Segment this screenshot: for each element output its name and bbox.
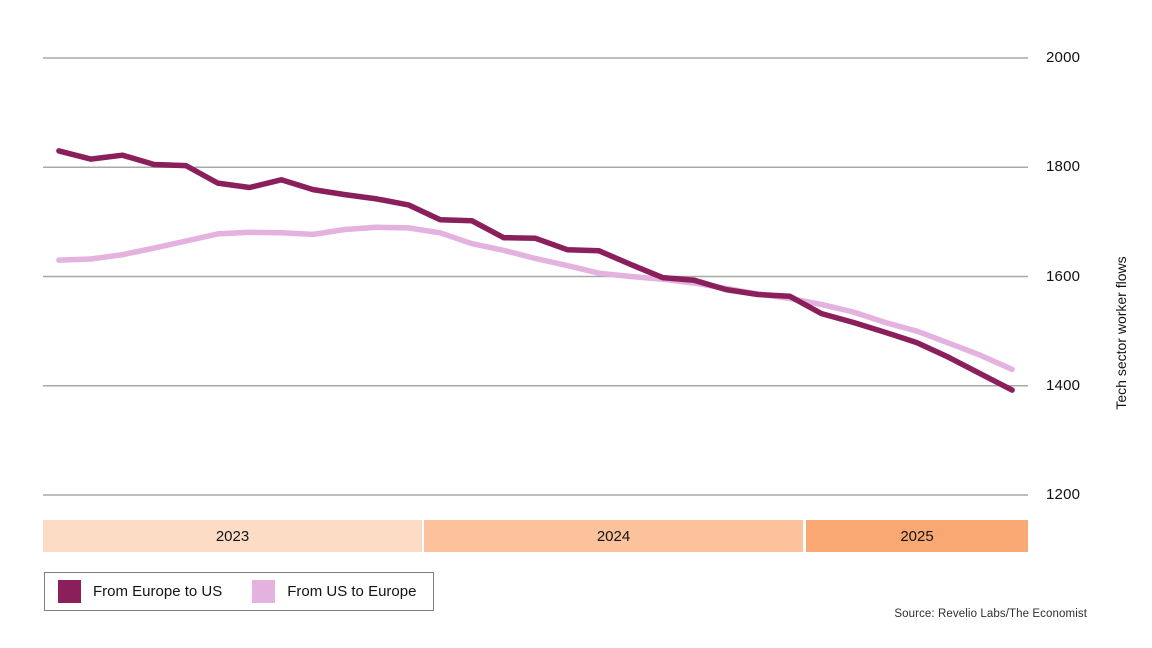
source-note: Source: Revelio Labs/The Economist (894, 608, 1087, 620)
y-tick-label-1400: 1400 (1046, 376, 1081, 394)
year-band-2023: 2023 (43, 520, 422, 552)
legend: From Europe to US From US to Europe (44, 572, 435, 611)
year-band-2025: 2025 (806, 520, 1028, 552)
y-tick-label-2000: 2000 (1046, 49, 1081, 66)
line-from-europe-to-us (56, 148, 1015, 393)
y-tick-label-1200: 1200 (1046, 486, 1081, 503)
legend-swatch-us-to-europe (252, 580, 276, 603)
legend-label-us-to-europe: From US to Europe (287, 583, 417, 600)
y-tick-label-1600: 1600 (1046, 267, 1081, 285)
y-tick-label-1800: 1800 (1046, 158, 1081, 176)
line-from-us-to-europe (56, 224, 1015, 373)
year-band-2024: 2024 (424, 520, 803, 552)
legend-swatch-europe-to-us (58, 580, 81, 603)
y-axis-title: Tech sector worker flows (1113, 256, 1129, 410)
legend-label-europe-to-us: From Europe to US (93, 583, 223, 600)
